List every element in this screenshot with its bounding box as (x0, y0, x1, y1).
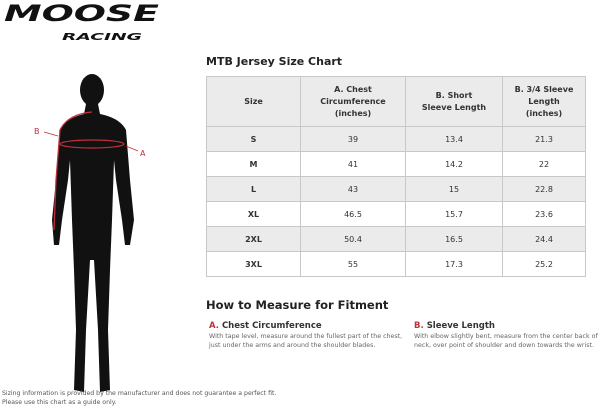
size-cell: XL (206, 201, 301, 227)
svg-text:MOOSE: MOOSE (4, 2, 159, 27)
short-sleeve-cell: 17.3 (405, 251, 503, 277)
chest-cell: 39 (300, 126, 406, 152)
letter-b: B. (414, 321, 424, 331)
table-row: 2XL 50.4 16.5 24.4 (206, 226, 586, 252)
short-sleeve-cell: 15.7 (405, 201, 503, 227)
size-cell: S (206, 126, 301, 152)
letter-a: A. (209, 321, 219, 331)
table-row: S 39 13.4 21.3 (206, 126, 586, 152)
short-sleeve-cell: 13.4 (405, 126, 503, 152)
chest-cell: 43 (300, 176, 406, 202)
header-size: Size (206, 76, 301, 127)
table-header-row: Size A. Chest Circumference (inches) B. … (206, 76, 586, 127)
chest-cell: 50.4 (300, 226, 406, 252)
chest-text: With tape level, measure around the full… (209, 333, 403, 349)
sleeve-34-cell: 23.6 (502, 201, 586, 227)
measure-chest: A. Chest Circumference With tape level, … (209, 321, 409, 350)
sleeve-text: With elbow slightly bent, measure from t… (414, 333, 598, 349)
size-cell: 3XL (206, 251, 301, 277)
disclaimer: Sizing information is provided by the ma… (2, 389, 276, 407)
size-cell: M (206, 151, 301, 177)
sleeve-34-cell: 24.4 (502, 226, 586, 252)
header-34-sleeve: B. 3/4 Sleeve Length (inches) (502, 76, 586, 127)
chest-cell: 41 (300, 151, 406, 177)
disclaimer-line-1: Sizing information is provided by the ma… (2, 390, 277, 397)
sleeve-title: Sleeve Length (426, 321, 495, 331)
chest-title: Chest Circumference (221, 321, 322, 331)
body-silhouette: B A (34, 74, 146, 392)
table-row: L 43 15 22.8 (206, 176, 586, 202)
label-b: B (34, 127, 40, 136)
chart-title: MTB Jersey Size Chart (206, 55, 343, 68)
size-cell: 2XL (206, 226, 301, 252)
table-row: M 41 14.2 22 (206, 151, 586, 177)
table-row: 3XL 55 17.3 25.2 (206, 251, 586, 277)
disclaimer-line-2: Please use this chart as a guide only. (2, 399, 117, 406)
short-sleeve-cell: 16.5 (405, 226, 503, 252)
short-sleeve-cell: 15 (405, 176, 503, 202)
label-a: A (140, 149, 146, 158)
sleeve-34-cell: 25.2 (502, 251, 586, 277)
measure-sleeve: B. Sleeve Length With elbow slightly ben… (414, 321, 599, 350)
header-chest: A. Chest Circumference (inches) (300, 76, 406, 127)
chest-cell: 46.5 (300, 201, 406, 227)
sleeve-34-cell: 22 (502, 151, 586, 177)
size-cell: L (206, 176, 301, 202)
svg-text:RACING: RACING (62, 32, 142, 43)
moose-racing-logo: MOOSE RACING (4, 2, 159, 43)
size-table: Size A. Chest Circumference (inches) B. … (206, 76, 586, 277)
header-short-sleeve: B. Short Sleeve Length (405, 76, 503, 127)
sleeve-34-cell: 22.8 (502, 176, 586, 202)
measure-title: How to Measure for Fitment (206, 298, 389, 312)
chest-cell: 55 (300, 251, 406, 277)
table-row: XL 46.5 15.7 23.6 (206, 201, 586, 227)
sleeve-34-cell: 21.3 (502, 126, 586, 152)
short-sleeve-cell: 14.2 (405, 151, 503, 177)
